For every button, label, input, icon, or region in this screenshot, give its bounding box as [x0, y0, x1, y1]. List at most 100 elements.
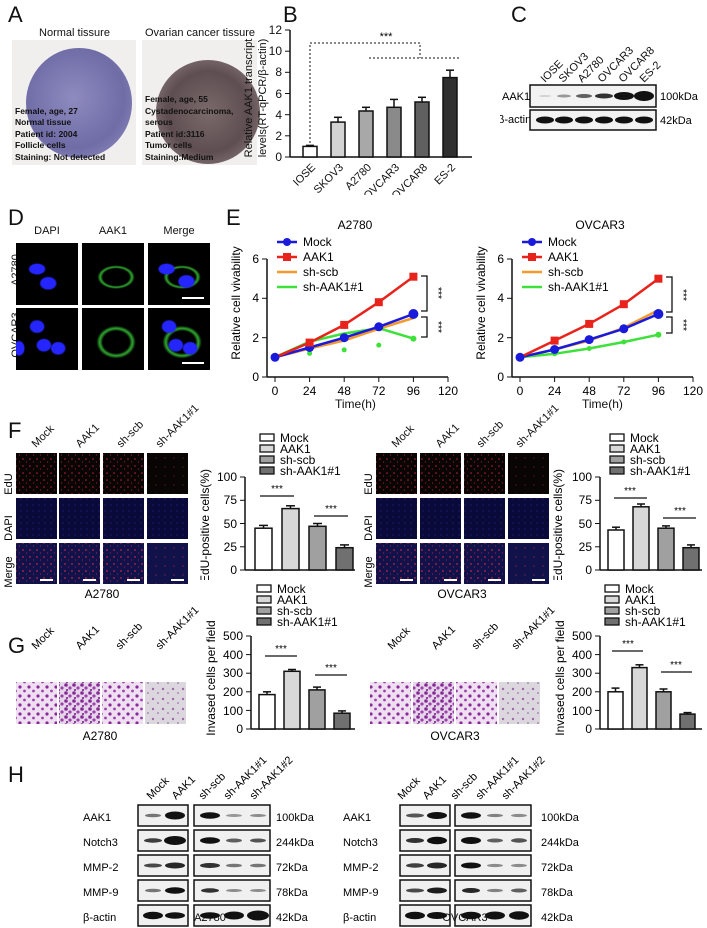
panel-g-transwell: Mock AAK1 sh-scb sh-AAK1#1 Mock AAK1 sh-… [16, 604, 557, 743]
svg-text:200: 200 [572, 685, 592, 699]
svg-text:50: 50 [579, 517, 593, 531]
svg-text:sh-AAK1#1: sh-AAK1#1 [625, 615, 686, 629]
svg-text:sh-scb: sh-scb [630, 453, 666, 467]
svg-text:Mock: Mock [548, 235, 578, 249]
svg-text:AAK1: AAK1 [430, 624, 458, 652]
svg-text:sh-scb: sh-scb [625, 604, 661, 618]
svg-text:A2780: A2780 [338, 218, 373, 232]
cancer-tissue-image: Female, age, 55 Cystadenocarcinoma, sero… [142, 40, 260, 165]
svg-text:MMP-2: MMP-2 [83, 862, 118, 874]
svg-text:OVCAR3: OVCAR3 [575, 218, 625, 232]
svg-text:***: *** [325, 663, 337, 674]
tissue-core-normal [26, 48, 132, 158]
panel-label-b: B [283, 2, 298, 27]
cancer-tissue-info: Female, age, 55 Cystadenocarcinoma, sero… [145, 94, 234, 162]
svg-text:sh-AAK1#1: sh-AAK1#1 [303, 280, 364, 294]
svg-text:sh-scb: sh-scb [303, 265, 339, 279]
svg-text:100: 100 [223, 704, 243, 718]
svg-text:Notch3: Notch3 [343, 837, 378, 849]
svg-text:400: 400 [223, 648, 243, 662]
svg-text:72: 72 [617, 384, 631, 398]
svg-text:300: 300 [572, 666, 592, 680]
panel-f-micrographs: Mock AAK1 sh-scb sh-AAK1#1 Mock AAK1 sh-… [3, 402, 561, 600]
svg-text:6: 6 [497, 252, 504, 266]
normal-tissue-image: Female, age, 27 Normal tissue Patient id… [12, 40, 136, 165]
svg-text:DAPI: DAPI [3, 515, 15, 541]
svg-text:24: 24 [548, 384, 562, 398]
svg-text:AAK1: AAK1 [303, 250, 334, 264]
svg-text:AAK1: AAK1 [277, 593, 308, 607]
d-a2780-dapi-image [16, 243, 78, 305]
svg-text:Mock: Mock [396, 775, 423, 802]
svg-text:A2780: A2780 [83, 729, 118, 743]
svg-text:AAK1: AAK1 [280, 442, 311, 456]
svg-text:A2780: A2780 [85, 587, 120, 600]
svg-text:96: 96 [652, 384, 666, 398]
svg-text:4: 4 [497, 291, 504, 305]
chart-g-a2780: Mock AAK1 sh-scb sh-AAK1#1 Invased cells… [204, 582, 355, 736]
svg-text:12: 12 [269, 23, 283, 37]
svg-text:***: *** [677, 289, 688, 301]
chart-f-a2780: Mock AAK1 sh-scb sh-AAK1#1 EdU-positive … [198, 431, 355, 580]
panel-label-c: C [511, 2, 527, 27]
svg-text:42kDa: 42kDa [541, 912, 574, 924]
svg-text:Mock: Mock [630, 431, 660, 445]
svg-text:EdU-positive cells(%): EdU-positive cells(%) [198, 469, 212, 580]
legend: Mock AAK1 sh-scb sh-AAK1#1 [256, 582, 338, 629]
chart-e-ovcar3: OVCAR3 Relative cell vivability 0 2 4 6 … [474, 218, 703, 398]
svg-text:Notch3: Notch3 [83, 837, 118, 849]
svg-text:500: 500 [572, 629, 592, 643]
svg-text:244kDa: 244kDa [276, 837, 315, 849]
svg-text:sh-scb: sh-scb [548, 265, 584, 279]
normal-tissue-title: Normal tissure [39, 27, 110, 39]
svg-text:AAK1: AAK1 [74, 624, 102, 652]
svg-text:0: 0 [275, 150, 282, 164]
svg-text:4: 4 [275, 108, 282, 122]
svg-text:2: 2 [497, 331, 504, 345]
h-a2780-label: A2780 [194, 912, 226, 924]
svg-text:sh-AAK1#1: sh-AAK1#1 [277, 615, 338, 629]
svg-text:48: 48 [338, 384, 352, 398]
f-ovcar3-grid [376, 453, 549, 584]
chart-b-qpcr: Relative AAK1 transcript levels(RT-qPCR/… [243, 23, 472, 195]
legend: Mock AAK1 sh-scb sh-AAK1#1 [604, 582, 686, 629]
tissue-core-cancer [156, 60, 260, 164]
chart-b-significance: *** [380, 31, 394, 43]
svg-text:50: 50 [224, 517, 238, 531]
panel-label-a: A [8, 2, 23, 27]
svg-text:Mock: Mock [277, 582, 307, 596]
chart-b-xticks: IOSE SKOV3 A2780 OVCAR3 OVCAR8 ES-2 [291, 162, 458, 195]
svg-text:Mock: Mock [30, 423, 57, 450]
svg-text:EdU: EdU [3, 473, 15, 494]
blot-c-row-aak1: AAK1 [502, 91, 530, 103]
svg-text:500: 500 [223, 629, 243, 643]
svg-text:AAK1: AAK1 [548, 250, 579, 264]
svg-text:Relative cell vivability: Relative cell vivability [229, 246, 243, 359]
svg-text:AAK1: AAK1 [434, 422, 462, 450]
svg-text:75: 75 [224, 493, 238, 507]
svg-text:Merge: Merge [3, 556, 15, 587]
d-ovcar3-aak1-image [82, 308, 144, 370]
svg-text:MMP-9: MMP-9 [343, 887, 378, 899]
svg-text:75: 75 [579, 493, 593, 507]
svg-text:100: 100 [217, 470, 237, 484]
d-col-dapi: DAPI [34, 225, 60, 237]
svg-text:sh-scb: sh-scb [280, 453, 316, 467]
svg-text:0: 0 [497, 370, 504, 384]
svg-text:0: 0 [236, 722, 243, 736]
svg-text:β-actin: β-actin [83, 912, 116, 924]
svg-text:***: *** [432, 287, 443, 299]
chart-b-significance-bracket [309, 42, 460, 143]
svg-text:sh-scb: sh-scb [470, 621, 501, 652]
svg-text:78kDa: 78kDa [541, 887, 574, 899]
panel-h-western-blots: Mock AAK1 sh-scb sh-AAK1#1 sh-AAK1#2 Moc… [83, 754, 580, 927]
svg-text:sh-AAK1#1: sh-AAK1#1 [548, 280, 609, 294]
panel-label-g: G [8, 633, 26, 658]
svg-text:***: *** [325, 504, 337, 515]
svg-text:4: 4 [252, 291, 259, 305]
svg-text:OVCAR3: OVCAR3 [430, 729, 480, 743]
svg-text:MMP-9: MMP-9 [83, 887, 118, 899]
svg-text:OVCAR3: OVCAR3 [437, 587, 487, 600]
scale-bar [182, 362, 204, 364]
svg-text:8: 8 [275, 65, 282, 79]
